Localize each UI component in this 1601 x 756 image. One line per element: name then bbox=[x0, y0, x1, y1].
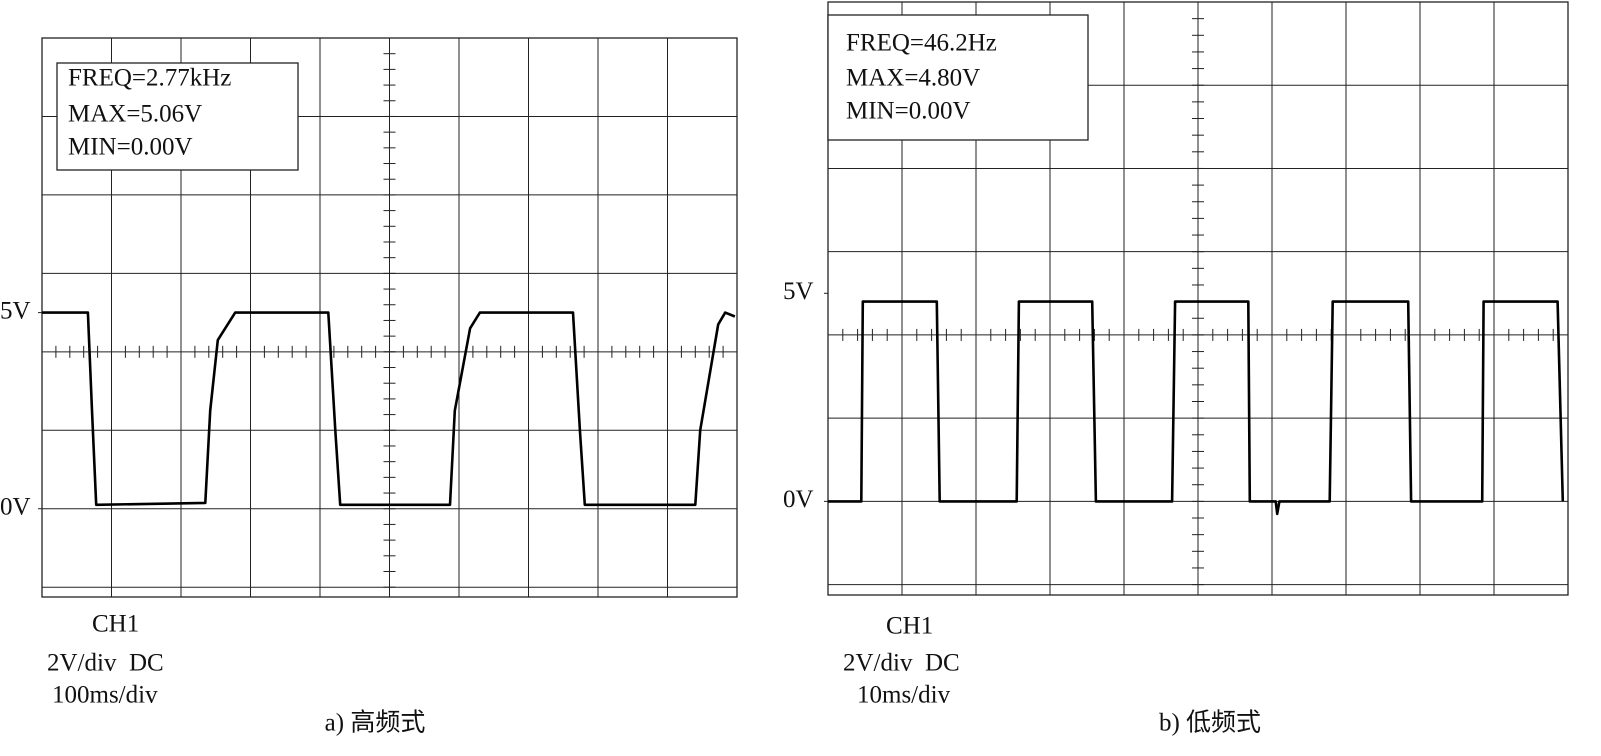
info-box bbox=[56, 62, 299, 171]
panel-caption: a) 高频式 bbox=[325, 709, 426, 737]
y-tick-label: 0V bbox=[783, 486, 814, 513]
vertical-scale: 2V/div DC bbox=[843, 650, 960, 677]
horizontal-scale: 100ms/div bbox=[52, 682, 158, 709]
y-tick-label: 5V bbox=[0, 297, 31, 324]
vertical-scale: 2V/div DC bbox=[47, 650, 164, 677]
info-line: FREQ=2.77kHz bbox=[68, 65, 231, 92]
info-line: MIN=0.00V bbox=[846, 98, 971, 125]
waveform bbox=[42, 311, 736, 507]
channel-label: CH1 bbox=[92, 611, 139, 638]
info-line: MAX=4.80V bbox=[846, 65, 980, 92]
waveform bbox=[828, 300, 1565, 516]
info-line: FREQ=46.2Hz bbox=[846, 30, 997, 57]
channel-label: CH1 bbox=[886, 613, 933, 640]
info-line: MAX=5.06V bbox=[68, 101, 202, 128]
info-line: MIN=0.00V bbox=[68, 134, 193, 161]
y-tick-label: 0V bbox=[0, 493, 31, 520]
y-tick-label: 5V bbox=[783, 278, 814, 305]
panel-caption: b) 低频式 bbox=[1159, 709, 1261, 737]
horizontal-scale: 10ms/div bbox=[857, 682, 951, 709]
info-box bbox=[827, 14, 1089, 141]
